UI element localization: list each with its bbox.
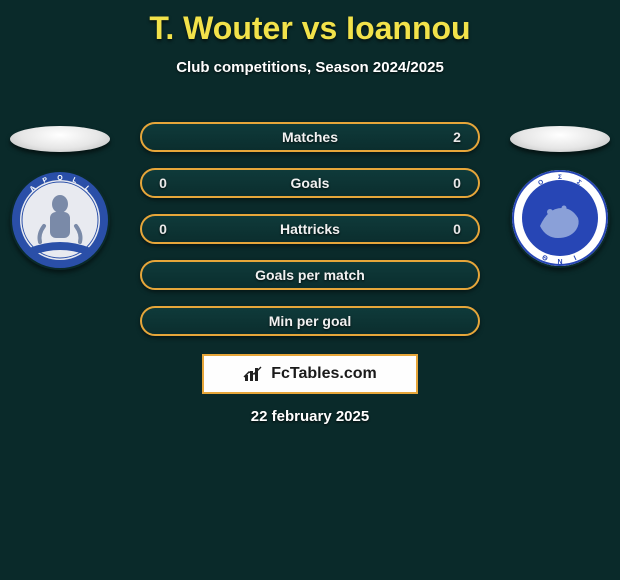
brand-text: FcTables.com xyxy=(271,365,377,383)
stat-label: Matches xyxy=(172,129,448,145)
stat-rows: Matches 2 0 Goals 0 0 Hattricks 0 Goals … xyxy=(140,122,480,352)
apollon-crest-icon: A P O L L xyxy=(10,170,110,270)
club-crest-right: Σ Ο Σ Ν Θ Ι xyxy=(510,168,610,268)
stat-label: Hattricks xyxy=(172,221,448,237)
bar-chart-icon xyxy=(243,365,265,383)
stat-label: Goals per match xyxy=(154,267,466,283)
brand-badge: FcTables.com xyxy=(202,354,418,394)
stat-label: Goals xyxy=(172,175,448,191)
player-platform-left xyxy=(10,126,110,152)
comparison-card: T. Wouter vs Ioannou Club competitions, … xyxy=(0,0,620,580)
stat-row-goals-per-match: Goals per match xyxy=(140,260,480,290)
page-title: T. Wouter vs Ioannou xyxy=(0,0,620,47)
svg-text:Ν: Ν xyxy=(557,259,562,266)
player-platform-right xyxy=(510,126,610,152)
svg-text:O: O xyxy=(57,175,63,182)
stat-label: Min per goal xyxy=(154,313,466,329)
ethnikos-crest-icon: Σ Ο Σ Ν Θ Ι xyxy=(510,168,610,268)
stat-right-value: 0 xyxy=(448,175,466,191)
club-crest-left: A P O L L xyxy=(10,170,110,270)
stat-row-min-per-goal: Min per goal xyxy=(140,306,480,336)
stat-right-value: 0 xyxy=(448,221,466,237)
date-label: 22 february 2025 xyxy=(0,408,620,425)
stat-right-value: 2 xyxy=(448,129,466,145)
stat-left-value: 0 xyxy=(154,175,172,191)
stat-left-value: 0 xyxy=(154,221,172,237)
stat-row-matches: Matches 2 xyxy=(140,122,480,152)
stat-row-goals: 0 Goals 0 xyxy=(140,168,480,198)
stat-row-hattricks: 0 Hattricks 0 xyxy=(140,214,480,244)
page-subtitle: Club competitions, Season 2024/2025 xyxy=(0,59,620,76)
svg-text:Σ: Σ xyxy=(558,174,562,181)
